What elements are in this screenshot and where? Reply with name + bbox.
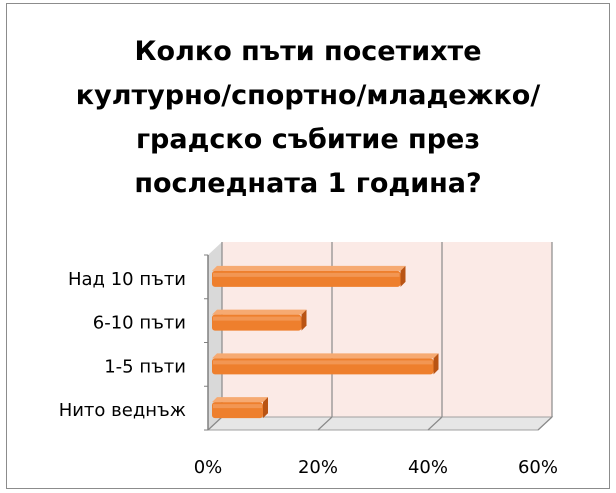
x-tick-label: 60%	[518, 457, 558, 478]
chart-title-line-3: градско събитие през	[135, 124, 481, 155]
plot-side-wall	[208, 242, 222, 430]
bar-end	[301, 309, 307, 331]
bar-highlight	[213, 272, 400, 277]
x-tick-label: 20%	[298, 457, 338, 478]
bar-end	[433, 353, 439, 375]
chart-title-line-2: културно/спортно/младежко/	[75, 80, 541, 111]
y-category-label: Нито веднъж	[59, 400, 186, 421]
gridline-floor	[317, 416, 333, 431]
bar-highlight	[213, 360, 433, 365]
plot-floor	[206, 416, 554, 431]
chart-title-line-4: последната 1 година?	[134, 168, 482, 199]
bar-top	[212, 309, 307, 315]
bar-top	[212, 353, 439, 359]
bar-end	[400, 265, 406, 287]
y-category-label: Над 10 пъти	[68, 269, 186, 290]
bar-top	[212, 265, 406, 271]
bar-top	[212, 397, 268, 403]
bar-highlight	[213, 404, 262, 409]
chart-title-line-1: Колко пъти посетихте	[134, 36, 482, 67]
y-category-label: 1-5 пъти	[104, 356, 186, 377]
bar-highlight	[213, 316, 301, 321]
gridline-floor	[207, 416, 223, 431]
y-category-label: 6-10 пъти	[93, 313, 186, 334]
chart-title: Колко пъти посетихте културно/спортно/мл…	[6, 30, 610, 206]
gridline-floor	[427, 416, 443, 431]
x-tick-label: 40%	[408, 457, 448, 478]
bar-end	[263, 397, 268, 419]
gridline-floor	[537, 416, 553, 431]
x-tick-label: 0%	[194, 457, 223, 478]
